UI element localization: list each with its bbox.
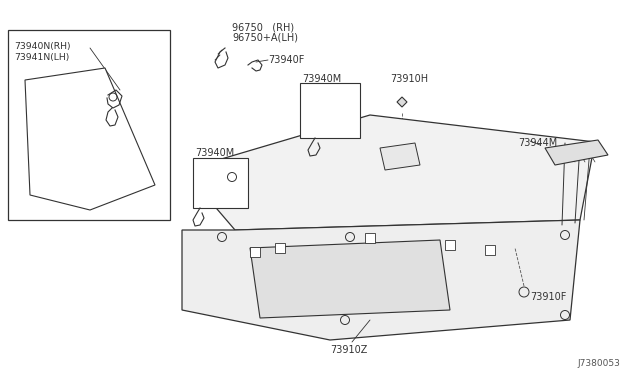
- Bar: [445, 240, 455, 250]
- Text: 73944M: 73944M: [518, 138, 557, 148]
- Text: 73941N(LH): 73941N(LH): [14, 53, 69, 62]
- Text: 73918A: 73918A: [200, 198, 237, 208]
- Polygon shape: [380, 143, 420, 170]
- Polygon shape: [397, 97, 407, 107]
- Text: 73910H: 73910H: [390, 74, 428, 84]
- Bar: [365, 233, 375, 243]
- Polygon shape: [545, 140, 608, 165]
- Text: 96750+A(LH): 96750+A(LH): [232, 33, 298, 43]
- Text: 73918A: 73918A: [316, 127, 353, 137]
- Polygon shape: [25, 68, 155, 210]
- Bar: [193, 158, 248, 208]
- Bar: [8, 30, 170, 220]
- Text: 73940M: 73940M: [195, 148, 234, 158]
- Text: 73910F: 73910F: [530, 292, 566, 302]
- Bar: [300, 83, 360, 138]
- Bar: [250, 247, 260, 257]
- Text: 96750   (RH): 96750 (RH): [232, 22, 294, 32]
- Polygon shape: [205, 115, 595, 230]
- Text: 73940N(RH): 73940N(RH): [14, 42, 70, 51]
- Bar: [275, 243, 285, 253]
- Polygon shape: [250, 240, 450, 318]
- Text: 73910Z: 73910Z: [330, 345, 367, 355]
- Polygon shape: [182, 220, 580, 340]
- Bar: [485, 245, 495, 255]
- Text: 73940M: 73940M: [302, 74, 341, 84]
- Text: J7380053: J7380053: [577, 359, 620, 368]
- Text: 73940F: 73940F: [268, 55, 305, 65]
